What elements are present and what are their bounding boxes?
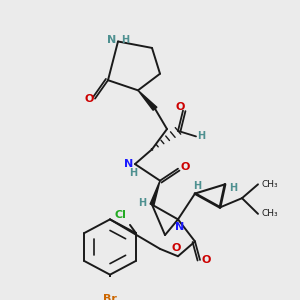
Text: CH₃: CH₃ [262,180,278,189]
Text: O: O [171,243,181,253]
Text: O: O [175,102,185,112]
Text: O: O [84,94,94,103]
Text: O: O [201,255,211,265]
Text: Cl: Cl [114,210,126,220]
Polygon shape [138,90,157,110]
Text: H: H [197,131,205,141]
Text: H: H [129,168,137,178]
Polygon shape [150,181,160,205]
Text: N: N [124,159,134,169]
Text: N: N [107,34,117,45]
Text: O: O [180,162,190,172]
Text: Br: Br [103,294,117,300]
Text: N: N [176,222,184,232]
Text: H: H [121,34,129,45]
Text: H: H [193,181,201,191]
Text: H: H [138,198,146,208]
Text: CH₃: CH₃ [262,209,278,218]
Text: H: H [229,183,237,193]
